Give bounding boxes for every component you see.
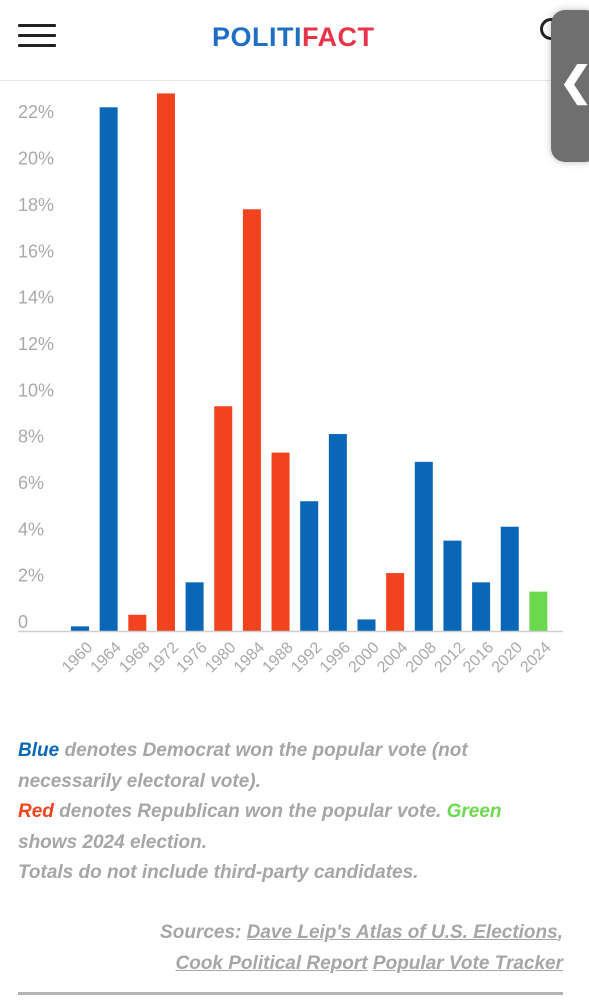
chart-legend-notes: Blue denotes Democrat won the popular vo… (18, 736, 558, 889)
bar-2024 (529, 591, 548, 631)
chevron-left-icon: ❮ (559, 62, 589, 102)
y-tick-label: 20% (18, 149, 54, 169)
bar-2012 (443, 540, 462, 631)
y-tick-label: 4% (18, 519, 44, 539)
bar-2000 (357, 619, 376, 631)
y-tick-label: 8% (18, 427, 44, 447)
legend-green-text: shows 2024 election. (18, 831, 208, 853)
bar-1972 (156, 93, 175, 632)
bar-2016 (472, 582, 491, 631)
legend-blue-text: denotes Democrat won the popular vote (n… (18, 740, 468, 792)
source-link-leip[interactable]: Dave Leip's Atlas of U.S. Elections (246, 922, 558, 943)
y-tick-label: 2% (18, 566, 44, 586)
sources-label: Sources: (160, 922, 247, 943)
y-tick-label: 22% (18, 102, 54, 122)
x-tick-label: 2008 (403, 639, 440, 676)
legend-note: Totals do not include third-party candid… (18, 862, 419, 883)
bar-2020 (500, 526, 519, 631)
x-tick-label: 1980 (202, 639, 239, 676)
x-tick-label: 1984 (231, 639, 268, 676)
bar-1988 (271, 452, 290, 631)
y-tick-label: 10% (18, 380, 54, 400)
y-tick-label: 6% (18, 473, 44, 493)
sources: Sources: Dave Leip's Atlas of U.S. Elect… (40, 918, 563, 979)
x-tick-label: 1992 (288, 639, 325, 676)
y-tick-label: 16% (18, 241, 54, 261)
y-tick-label: 0 (18, 612, 28, 632)
legend-red-word: Red (18, 801, 54, 822)
source-link-cook[interactable]: Cook Political Report (175, 952, 368, 974)
legend-green-word: Green (446, 801, 502, 822)
top-bar: POLITIFACT (0, 0, 589, 81)
bar-1996 (328, 434, 347, 631)
bar-2004 (386, 573, 405, 631)
x-tick-label: 1996 (317, 639, 354, 676)
bar-1976 (185, 582, 204, 631)
x-tick-label: 2024 (517, 639, 554, 676)
x-tick-label: 1968 (116, 639, 153, 676)
x-tick-label: 1964 (88, 639, 125, 676)
source-link-tracker[interactable]: Popular Vote Tracker (372, 952, 563, 974)
x-tick-label: 2004 (374, 639, 411, 676)
bar-1960 (71, 626, 89, 631)
x-tick-label: 2012 (431, 639, 468, 676)
popular-vote-margin-chart: 02%4%6%8%10%12%14%16%18%20%22%1960196419… (18, 93, 563, 676)
bar-1984 (242, 209, 261, 631)
x-tick-label: 1988 (260, 639, 297, 676)
politifact-logo[interactable]: POLITIFACT (212, 22, 375, 52)
legend-red-text: denotes Republican won the popular vote. (53, 801, 447, 822)
x-tick-label: 2016 (460, 639, 497, 676)
menu-icon[interactable] (18, 24, 56, 48)
bar-1980 (214, 406, 233, 631)
x-tick-label: 1972 (145, 639, 182, 676)
side-panel-tab[interactable]: ❮ (551, 10, 589, 162)
sources-separator: , (557, 922, 563, 943)
bar-1968 (128, 614, 147, 631)
bar-1964 (99, 107, 118, 631)
legend-blue-word: Blue (18, 740, 60, 761)
y-tick-label: 12% (18, 334, 54, 354)
x-tick-label: 1960 (59, 639, 96, 676)
bar-2008 (414, 461, 433, 631)
x-tick-label: 2000 (345, 639, 382, 676)
bar-1992 (300, 501, 319, 631)
y-tick-label: 18% (18, 195, 54, 215)
x-tick-label: 1976 (174, 639, 211, 676)
y-tick-label: 14% (18, 288, 54, 308)
bottom-divider (18, 992, 563, 995)
x-tick-label: 2020 (489, 639, 526, 676)
